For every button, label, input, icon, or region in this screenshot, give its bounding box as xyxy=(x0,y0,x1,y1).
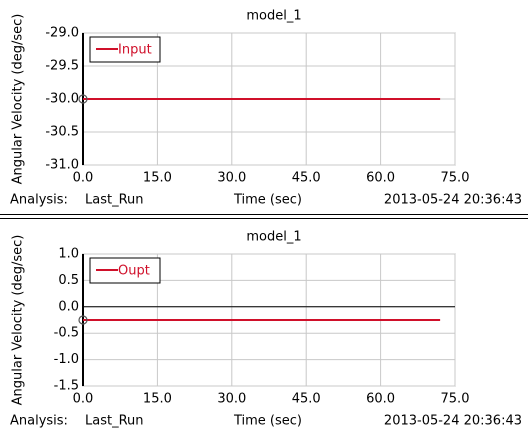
x-tick-label: 60.0 xyxy=(366,171,395,186)
y-tick-label: -30.5 xyxy=(45,125,79,140)
x-tick-label: 45.0 xyxy=(292,392,321,407)
y-tick-label: -1.0 xyxy=(54,352,79,367)
x-axis-label: Time (sec) xyxy=(233,414,302,429)
x-tick-label: 0.0 xyxy=(73,171,94,186)
x-tick-label: 0.0 xyxy=(73,392,94,407)
x-tick-label: 75.0 xyxy=(441,392,470,407)
y-tick-label: -31.0 xyxy=(45,158,79,173)
analysis-label: Analysis: xyxy=(10,193,68,208)
legend: Input xyxy=(89,36,161,63)
y-axis-label: Angular Velocity (deg/sec) xyxy=(11,14,26,185)
legend-label: Input xyxy=(118,43,152,58)
timestamp: 2013-05-24 20:36:43 xyxy=(384,193,522,208)
x-tick-label: 30.0 xyxy=(217,392,246,407)
y-tick-label: 0.5 xyxy=(58,273,79,288)
y-tick-label: -29.0 xyxy=(45,26,79,41)
start-marker xyxy=(78,94,88,104)
legend-label: Oupt xyxy=(118,264,150,279)
y-tick-label: -1.5 xyxy=(54,379,79,394)
run-name: Last_Run xyxy=(85,414,144,429)
x-tick-label: 30.0 xyxy=(217,171,246,186)
y-tick-label: -30.0 xyxy=(45,92,79,107)
x-tick-label: 45.0 xyxy=(292,171,321,186)
legend: Oupt xyxy=(89,257,161,284)
y-tick-label: -0.5 xyxy=(54,326,79,341)
run-name: Last_Run xyxy=(85,193,144,208)
y-tick-label: 1.0 xyxy=(58,247,79,262)
start-marker xyxy=(78,315,88,325)
x-tick-label: 15.0 xyxy=(143,392,172,407)
y-axis-label: Angular Velocity (deg/sec) xyxy=(11,235,26,406)
x-tick-label: 75.0 xyxy=(441,171,470,186)
chart-panel: model_1 -31.0 -30.5 -30.0 -29.5 -29.0 0.0 15.0 3… xyxy=(10,9,522,208)
y-tick-label: 0.0 xyxy=(58,299,79,314)
chart-panel: model_1 -1.5 -1.0 -0.5 0.0 0.5 1.0 0.0 15.0 30.0 4… xyxy=(10,230,522,429)
timestamp: 2013-05-24 20:36:43 xyxy=(384,414,522,429)
x-tick-label: 15.0 xyxy=(143,171,172,186)
x-tick-label: 60.0 xyxy=(366,392,395,407)
chart-title: model_1 xyxy=(246,9,301,24)
analysis-label: Analysis: xyxy=(10,414,68,429)
x-axis-label: Time (sec) xyxy=(233,193,302,208)
y-tick-label: -29.5 xyxy=(45,59,79,74)
chart-title: model_1 xyxy=(246,230,301,245)
